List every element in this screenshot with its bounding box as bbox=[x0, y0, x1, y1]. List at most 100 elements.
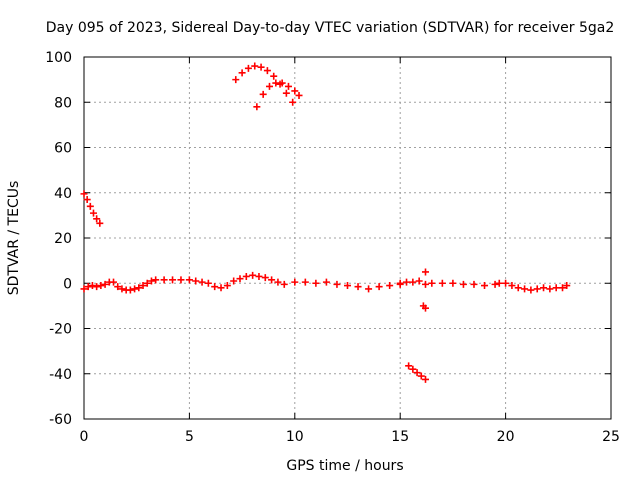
data-point bbox=[491, 280, 499, 288]
data-point bbox=[495, 279, 503, 287]
data-point bbox=[204, 279, 212, 287]
y-tick-label: 80 bbox=[54, 95, 72, 111]
x-tick-label: 5 bbox=[185, 429, 194, 445]
data-point bbox=[249, 271, 257, 279]
data-point bbox=[481, 282, 489, 290]
series-arc-high-2 bbox=[253, 79, 303, 111]
data-point bbox=[375, 283, 383, 291]
data-point bbox=[291, 278, 299, 286]
data-point bbox=[365, 285, 373, 293]
data-point bbox=[295, 91, 303, 99]
data-point bbox=[291, 87, 299, 95]
data-point bbox=[131, 285, 139, 293]
data-point bbox=[96, 219, 104, 227]
data-point bbox=[301, 278, 309, 286]
data-point bbox=[251, 62, 259, 70]
chart-title: Day 095 of 2023, Sidereal Day-to-day VTE… bbox=[46, 20, 615, 36]
series-baseline-3-7h bbox=[152, 271, 288, 292]
data-point bbox=[284, 82, 292, 90]
data-point bbox=[97, 282, 105, 290]
data-point bbox=[540, 284, 548, 292]
data-point bbox=[502, 279, 510, 287]
data-point bbox=[270, 72, 278, 80]
data-point bbox=[413, 369, 421, 377]
data-point bbox=[344, 282, 351, 290]
data-point bbox=[211, 283, 219, 291]
data-point bbox=[236, 275, 244, 283]
data-point bbox=[139, 282, 147, 290]
data-point bbox=[272, 79, 280, 87]
data-point bbox=[280, 280, 288, 288]
data-point bbox=[89, 209, 97, 217]
data-point bbox=[322, 278, 330, 286]
x-tick-label: 10 bbox=[286, 429, 304, 445]
data-point bbox=[470, 280, 478, 288]
data-point bbox=[110, 278, 118, 286]
data-point bbox=[563, 282, 571, 290]
data-point bbox=[417, 372, 425, 380]
data-point bbox=[268, 276, 276, 284]
data-point bbox=[101, 280, 109, 288]
series-pass-late-decline bbox=[405, 362, 429, 383]
data-points bbox=[80, 62, 571, 383]
data-point bbox=[152, 276, 160, 284]
data-point bbox=[93, 215, 101, 223]
data-point bbox=[177, 276, 185, 284]
data-point bbox=[449, 279, 457, 287]
data-point bbox=[86, 202, 94, 210]
data-point bbox=[546, 285, 554, 293]
data-point bbox=[274, 278, 282, 286]
data-point bbox=[244, 64, 252, 72]
data-point bbox=[118, 285, 126, 293]
data-point bbox=[333, 280, 341, 288]
data-point bbox=[282, 89, 290, 97]
series-arc-high-1 bbox=[232, 62, 297, 106]
data-point bbox=[415, 277, 423, 285]
x-axis-label: GPS time / hours bbox=[286, 458, 403, 474]
data-point bbox=[160, 276, 168, 284]
data-point bbox=[263, 67, 271, 75]
grid-lines bbox=[84, 57, 611, 419]
data-point bbox=[289, 98, 297, 106]
data-point bbox=[261, 274, 269, 282]
data-point bbox=[238, 69, 246, 77]
data-point bbox=[93, 283, 101, 291]
plot-frame bbox=[83, 56, 612, 420]
data-point bbox=[438, 279, 446, 287]
data-point bbox=[259, 90, 267, 98]
data-point bbox=[185, 276, 193, 284]
data-point bbox=[257, 63, 265, 71]
y-tick-label: 100 bbox=[45, 50, 72, 66]
series-baseline-0-3h bbox=[80, 277, 155, 294]
series-baseline-19-23h bbox=[495, 279, 571, 294]
data-point bbox=[192, 277, 200, 285]
data-point bbox=[508, 282, 516, 290]
data-point bbox=[143, 279, 151, 287]
data-point bbox=[521, 285, 529, 293]
data-point bbox=[421, 268, 429, 276]
data-point bbox=[405, 362, 413, 370]
data-point bbox=[527, 286, 535, 294]
series-isolated-points bbox=[419, 268, 429, 312]
data-point bbox=[147, 277, 155, 285]
y-axis-label: SDTVAR / TECUs bbox=[6, 181, 22, 296]
data-point bbox=[559, 284, 567, 292]
x-tick-label: 25 bbox=[602, 429, 620, 445]
data-point bbox=[386, 282, 394, 290]
data-point bbox=[253, 103, 261, 111]
data-point bbox=[354, 283, 362, 291]
data-point bbox=[421, 375, 429, 383]
data-point bbox=[409, 365, 417, 373]
data-point bbox=[396, 279, 404, 287]
x-ticks: 0 5 10 15 20 25 bbox=[80, 57, 620, 445]
data-point bbox=[278, 79, 286, 87]
series-pass-early-decline bbox=[80, 190, 104, 227]
data-point bbox=[217, 284, 225, 292]
y-ticks: -60 -40 -20 0 20 40 60 80 100 bbox=[45, 50, 611, 428]
series-baseline-15-19h bbox=[396, 277, 499, 290]
x-tick-label: 15 bbox=[391, 429, 409, 445]
data-point bbox=[312, 279, 320, 287]
series-baseline-10-14h bbox=[291, 278, 404, 293]
data-point bbox=[169, 276, 177, 284]
